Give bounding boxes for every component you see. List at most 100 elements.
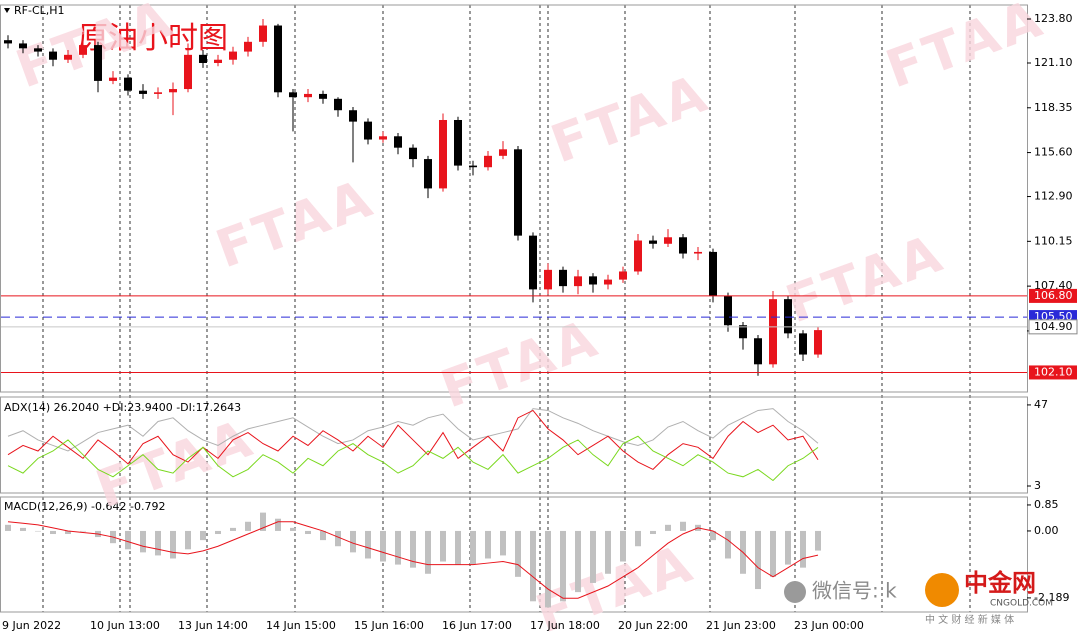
- candle-body: [154, 92, 162, 94]
- macd-bar: [815, 530, 821, 551]
- macd-bar: [305, 530, 311, 535]
- macd-bar: [455, 530, 461, 565]
- time-grid: [42, 5, 971, 612]
- y-tick-label: -2.189: [1034, 591, 1069, 604]
- macd-bar: [725, 530, 731, 559]
- macd-bar: [125, 530, 131, 550]
- price-level-label: 102.10: [1034, 365, 1073, 378]
- candle-body: [799, 333, 807, 355]
- y-tick-label: 123.80: [1034, 12, 1073, 25]
- y-tick-label: 110.15: [1034, 234, 1073, 247]
- candle-body: [649, 240, 657, 244]
- macd-bar: [275, 518, 281, 531]
- candle-body: [514, 149, 522, 236]
- macd-bar: [485, 530, 491, 559]
- macd-bar: [755, 530, 761, 590]
- macd-bar: [245, 521, 251, 531]
- macd-bar: [515, 530, 521, 577]
- candle-body: [49, 51, 57, 60]
- macd-bar: [545, 530, 551, 608]
- adx-panel: [0, 396, 1028, 494]
- macd-bar: [785, 530, 791, 565]
- candle-body: [529, 235, 537, 290]
- macd-bar: [395, 530, 401, 565]
- indicator-line: [7, 409, 819, 471]
- x-tick-label: 9 Jun 2022: [2, 619, 61, 632]
- macd-bar: [650, 530, 656, 535]
- macd-bar: [410, 530, 416, 568]
- macd-bar: [665, 524, 671, 531]
- candle-body: [94, 45, 102, 81]
- candle-body: [754, 338, 762, 365]
- candle-body: [334, 98, 342, 111]
- candle-body: [214, 59, 222, 63]
- macd-bar: [20, 527, 26, 531]
- macd-bar: [605, 530, 611, 574]
- candle-body: [124, 77, 132, 91]
- macd-bar: [185, 530, 191, 550]
- candle-body: [499, 149, 507, 156]
- y-tick-label: 112.90: [1034, 190, 1073, 203]
- x-tick-label: 14 Jun 15:00: [266, 619, 336, 632]
- macd-bar: [35, 530, 41, 532]
- macd-bar: [320, 530, 326, 541]
- candle-body: [589, 276, 597, 285]
- signal-line: [7, 521, 819, 599]
- candle-body: [709, 251, 717, 296]
- candle-body: [604, 279, 612, 285]
- candle-body: [274, 25, 282, 93]
- x-tick-label: 20 Jun 22:00: [618, 619, 688, 632]
- x-tick-label: 15 Jun 16:00: [354, 619, 424, 632]
- macd-bar: [590, 530, 596, 583]
- macd-bar: [800, 530, 806, 568]
- macd-bar: [770, 530, 776, 577]
- candle-body: [544, 269, 552, 290]
- macd-bar: [530, 530, 536, 602]
- candle-body: [619, 271, 627, 280]
- candle-body: [169, 89, 177, 93]
- x-tick-label: 21 Jun 23:00: [706, 619, 776, 632]
- macd-bar: [575, 530, 581, 593]
- candle-body: [724, 295, 732, 326]
- y-tick-label: 118.35: [1034, 101, 1073, 114]
- macd-bar: [215, 530, 221, 535]
- candle-body: [304, 93, 312, 98]
- candle-body: [814, 330, 822, 355]
- x-tick-label: 17 Jun 18:00: [530, 619, 600, 632]
- candle-body: [739, 325, 747, 339]
- candle-body: [259, 25, 267, 42]
- candle-body: [109, 77, 117, 81]
- macd-bar: [440, 530, 446, 562]
- macd-bar: [620, 530, 626, 562]
- macd-bar: [50, 530, 56, 535]
- price-level-label: 106.80: [1034, 289, 1073, 302]
- y-tick-label: 121.10: [1034, 56, 1073, 69]
- macd-bar: [290, 527, 296, 531]
- macd-bar: [635, 530, 641, 547]
- candle-body: [139, 90, 147, 94]
- candle-body: [34, 48, 42, 52]
- y-tick-label: 115.60: [1034, 146, 1073, 159]
- y-tick-label: 0.85: [1034, 498, 1059, 511]
- candle-body: [694, 251, 702, 254]
- macd-bar: [155, 530, 161, 556]
- candle-body: [394, 136, 402, 148]
- candle-body: [379, 136, 387, 140]
- macd-bar: [350, 530, 356, 553]
- y-tick-label: 47: [1034, 398, 1048, 411]
- x-tick-label: 10 Jun 13:00: [90, 619, 160, 632]
- y-tick-label: 0.00: [1034, 524, 1059, 537]
- macd-bar: [500, 530, 506, 556]
- candle-body: [769, 299, 777, 365]
- main-panel: [0, 4, 1028, 393]
- price-level-box: [1029, 365, 1077, 380]
- y-tick-label: 3: [1034, 479, 1041, 492]
- macd-title: MACD(12,26,9) -0.642 -0.792: [4, 500, 165, 513]
- candle-body: [184, 54, 192, 90]
- macd-bar: [710, 530, 716, 541]
- macd-bar: [470, 530, 476, 565]
- candle-body: [364, 121, 372, 140]
- candle-body: [244, 41, 252, 52]
- candle-body: [574, 276, 582, 287]
